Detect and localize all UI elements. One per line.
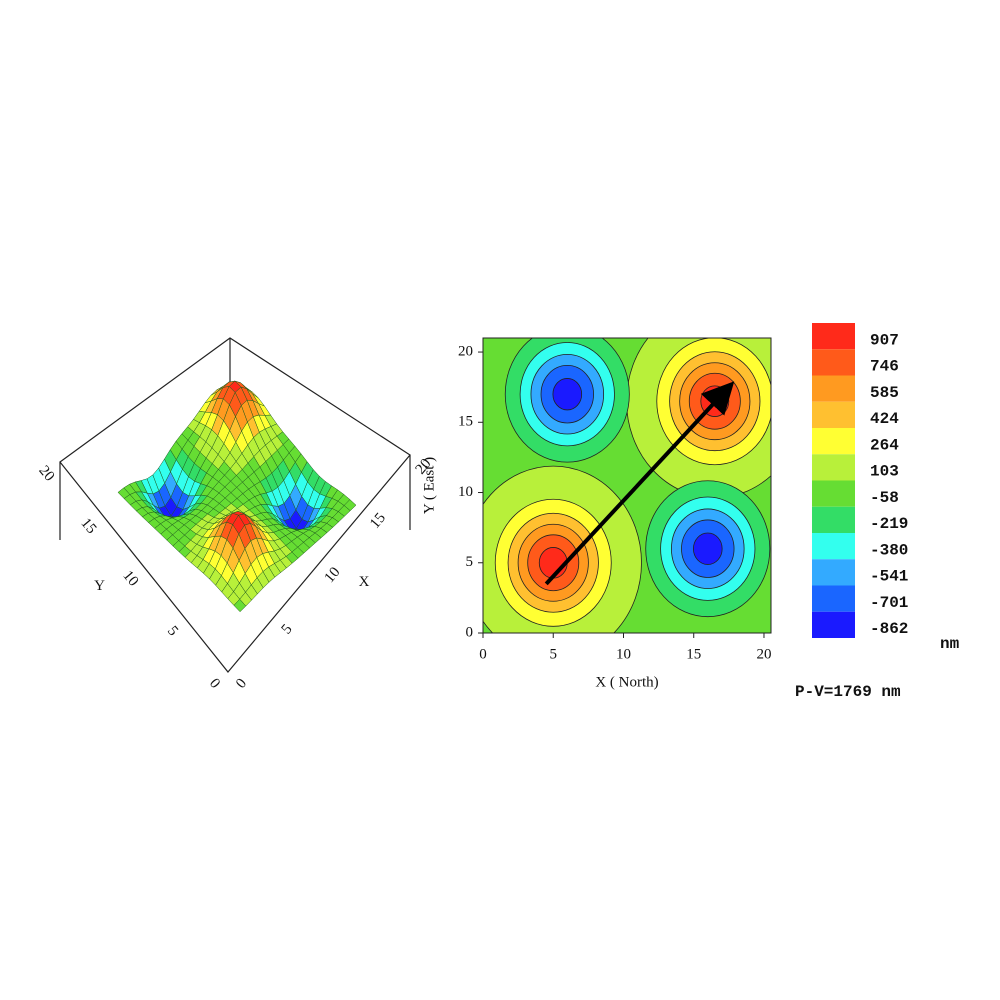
x-axis-label: X ( North) xyxy=(595,674,658,690)
colorbar-label: -58 xyxy=(870,489,899,507)
colorbar-swatch xyxy=(812,506,855,533)
colorbar-swatch xyxy=(812,611,855,638)
y-tick-label: 15 xyxy=(77,515,99,537)
contour-band xyxy=(693,532,723,565)
colorbar-swatch xyxy=(812,533,855,560)
colorbar-label: -541 xyxy=(870,568,908,586)
colorbar-label: -380 xyxy=(870,541,908,559)
y-tick-label: 5 xyxy=(466,554,474,570)
x-tick-label: 5 xyxy=(279,621,296,637)
colorbar-unit: nm xyxy=(940,635,960,653)
x-tick-label: 5 xyxy=(549,646,557,662)
y-tick-label: 20 xyxy=(35,463,57,485)
colorbar-swatch xyxy=(812,559,855,586)
contour-plot: 0 5 10 15 20 0 5 10 15 20 X ( North) Y ( East ) 907 7… xyxy=(421,323,960,690)
y-axis-label: Y xyxy=(94,578,105,594)
colorbar-swatch xyxy=(812,323,855,350)
y-tick-label: 20 xyxy=(458,343,473,359)
x-tick-label: 15 xyxy=(686,646,701,662)
x-tick-label: 0 xyxy=(479,646,487,662)
colorbar-swatch xyxy=(812,375,855,402)
colorbar-swatch xyxy=(812,401,855,428)
y-tick-label: 10 xyxy=(458,484,473,500)
y-tick-label: 10 xyxy=(119,568,141,590)
arrow xyxy=(544,381,735,586)
y-tick-label: 5 xyxy=(164,623,181,639)
box-frame xyxy=(59,337,411,673)
colorbar-swatch xyxy=(812,585,855,612)
y-axis-label: Y ( East ) xyxy=(421,457,437,514)
colorbar-label: 103 xyxy=(870,463,899,481)
x-axis-label: X xyxy=(359,574,370,590)
colorbar-label: 907 xyxy=(870,331,899,349)
x-tick-label: 10 xyxy=(616,646,631,662)
contour-band xyxy=(552,378,583,411)
colorbar-swatch xyxy=(812,428,855,455)
colorbar-label: 264 xyxy=(870,436,899,454)
y-tick-label: 0 xyxy=(466,624,474,640)
annotation: P-V=1769 nm xyxy=(795,683,901,701)
x-tick-label: 0 xyxy=(233,676,250,692)
y-tick-label: 15 xyxy=(458,414,473,430)
colorbar-swatch xyxy=(812,454,855,481)
x-tick-label: 10 xyxy=(322,564,344,586)
colorbar-label: -862 xyxy=(870,620,908,638)
y-tick-label: 0 xyxy=(206,676,223,692)
colorbar-label: 746 xyxy=(870,358,899,376)
x-tick-label: 20 xyxy=(756,646,771,662)
colorbar-label: 424 xyxy=(870,410,899,428)
colorbar-swatch xyxy=(812,480,855,507)
colorbar-label: -219 xyxy=(870,515,908,533)
x-tick-label: 15 xyxy=(367,510,389,532)
plot-frame xyxy=(482,337,772,634)
colorbar-swatch xyxy=(812,349,855,376)
surface-cell xyxy=(233,598,247,613)
colorbar-label: -701 xyxy=(870,594,908,612)
colorbar-label: 585 xyxy=(870,384,899,402)
